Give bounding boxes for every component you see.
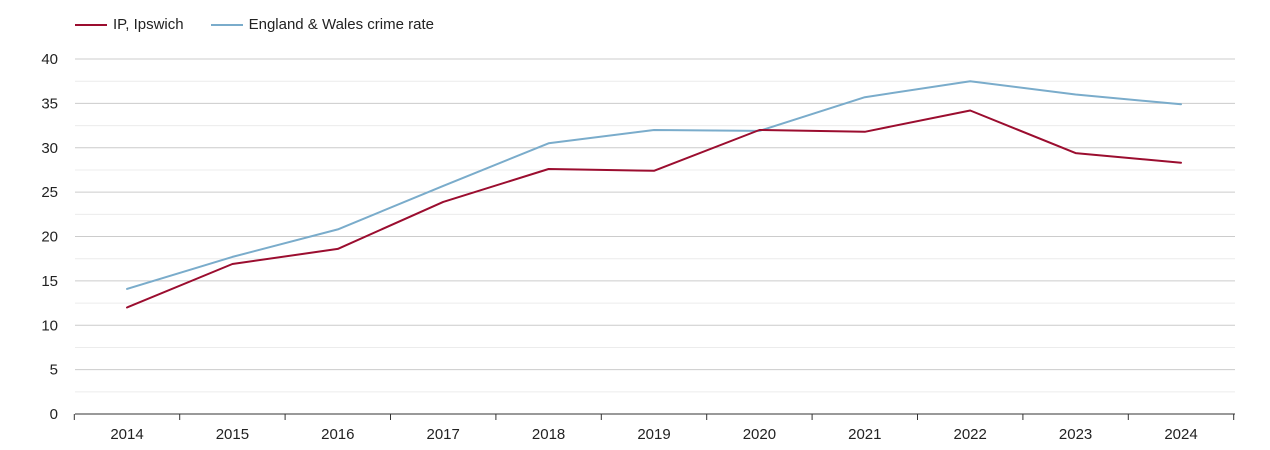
x-tick-label: 2022 [954,426,987,443]
x-tick-label: 2019 [637,426,670,443]
x-tick-label: 2023 [1059,426,1092,443]
legend-label-ipswich: IP, Ipswich [113,16,184,33]
legend-entry-england-wales[interactable]: England & Wales crime rate [210,16,434,33]
legend-label-england-wales: England & Wales crime rate [248,16,434,33]
x-tick-label: 2016 [321,426,354,443]
axes: 0 5 10 15 20 25 30 35 40 2014 2015 2016 2017 2018 2019… [41,51,1235,443]
x-tick-label: 2020 [743,426,776,443]
x-tick-label: 2018 [532,426,565,443]
series-line-ipswich [126,109,1182,309]
legend-swatch-ipswich [75,23,107,26]
y-tick-label: 10 [41,317,58,334]
y-tick-label: 30 [41,140,58,157]
grid-lines [75,58,1235,393]
y-tick-label: 25 [41,184,58,201]
y-tick-label: 40 [41,51,58,68]
x-tick-label: 2015 [216,426,249,443]
legend: IP, Ipswich England & Wales crime rate [75,16,461,33]
y-tick-label: 0 [50,406,58,423]
y-tick-label: 5 [50,362,58,379]
x-tick-label: 2017 [427,426,460,443]
x-tick-label: 2021 [848,426,881,443]
y-tick-label: 15 [41,273,58,290]
legend-swatch-england-wales [210,23,243,26]
series-line-england-wales [126,80,1182,290]
y-tick-label: 20 [41,229,58,246]
series-lines [126,80,1182,309]
x-tick-label: 2014 [110,426,143,443]
y-tick-label: 35 [41,95,58,112]
x-tick-label: 2024 [1164,426,1197,443]
legend-entry-ipswich[interactable]: IP, Ipswich [75,16,184,33]
